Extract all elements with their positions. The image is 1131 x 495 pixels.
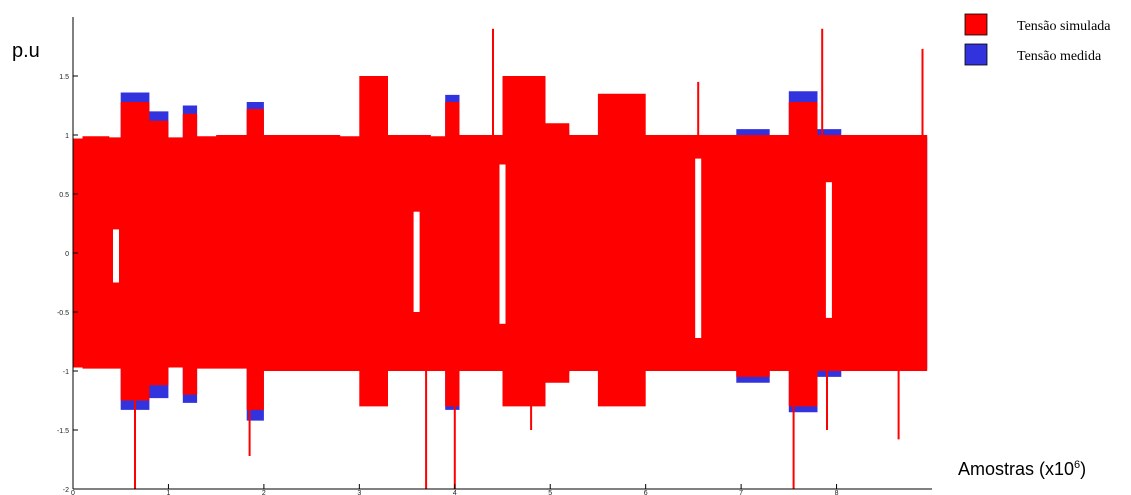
legend-label-simulada: Tensão simulada: [1017, 19, 1111, 34]
plot-area: [73, 28, 928, 489]
x-tick-label-3: 3: [357, 490, 361, 495]
x-tick-label-4: 4: [453, 490, 457, 495]
legend: Tensão simulada Tensão medida: [964, 13, 1111, 66]
x-tick-label-6: 6: [644, 490, 648, 495]
x-ticks: 0 1 2 3 4 5 6 7 8: [71, 484, 839, 495]
x-axis-label-main: Amostras (x10: [958, 459, 1074, 479]
y-ticks: -2 -1.5 -1 -0.5 0 0.5 1 1.5: [57, 74, 78, 494]
signal-dip-1: [413, 211, 420, 312]
x-axis-label-exponent: 6: [1074, 459, 1080, 471]
x-tick-label-1: 1: [166, 490, 170, 495]
y-tick-label-0: -2: [63, 487, 69, 494]
y-tick-label-6: 1: [65, 133, 69, 140]
legend-swatch-medida: [964, 43, 988, 66]
y-tick-label-1: -1.5: [57, 428, 69, 435]
x-tick-label-0: 0: [71, 490, 75, 495]
y-tick-label-7: 1.5: [59, 74, 69, 81]
signal-dip-3: [695, 158, 702, 338]
signal-dip-0: [113, 229, 119, 283]
y-tick-label-3: -0.5: [57, 310, 69, 317]
x-tick-label-2: 2: [262, 490, 266, 495]
legend-swatch-simulada: [964, 13, 988, 36]
x-axis-label-close: ): [1080, 459, 1086, 479]
x-tick-label-7: 7: [739, 490, 743, 495]
signal-dip-4: [825, 182, 832, 318]
x-tick-label-5: 5: [548, 490, 552, 495]
y-tick-label-5: 0.5: [59, 192, 69, 199]
y-tick-label-4: 0: [65, 251, 69, 258]
legend-label-medida: Tensão medida: [1017, 49, 1102, 64]
x-tick-label-8: 8: [835, 490, 839, 495]
signal-dip-2: [499, 164, 506, 324]
x-axis-label: Amostras (x106): [958, 459, 1086, 479]
y-tick-label-2: -1: [63, 369, 69, 376]
y-axis-label: p.u: [12, 40, 40, 62]
